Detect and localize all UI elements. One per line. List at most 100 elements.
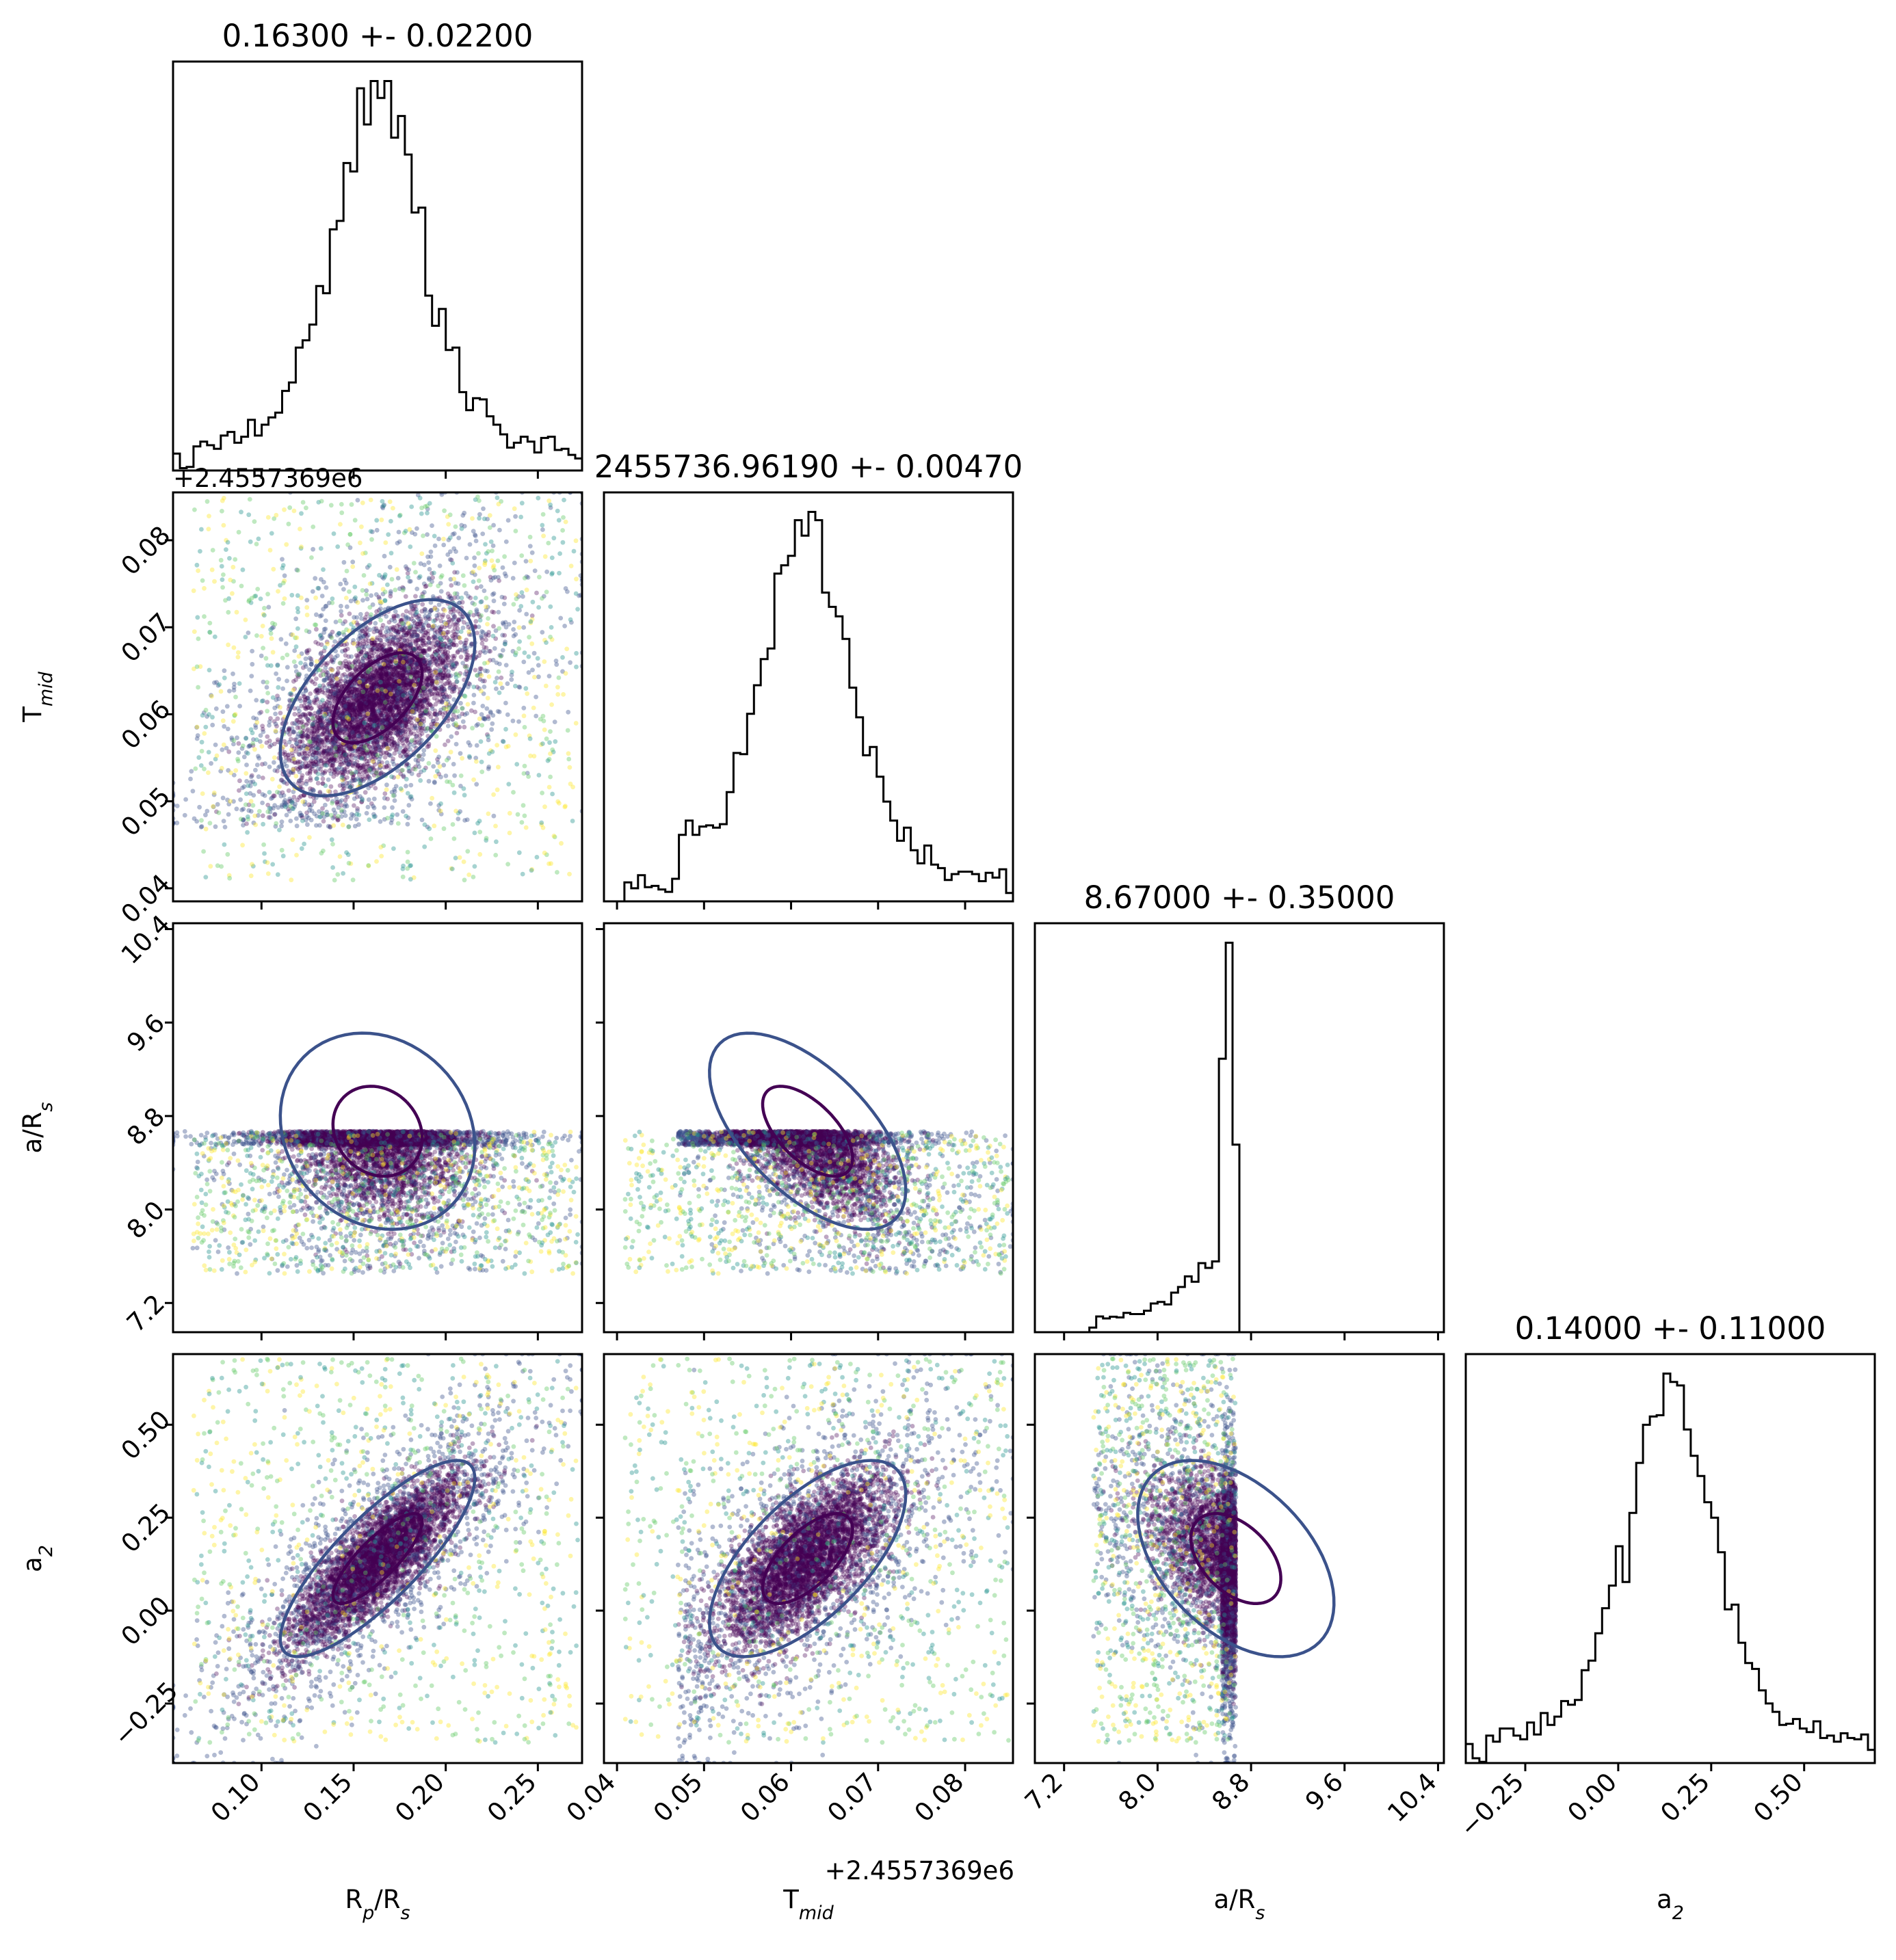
- sample-point: [438, 626, 443, 631]
- sample-point: [373, 771, 379, 776]
- sample-point: [414, 612, 419, 617]
- sample-point: [383, 695, 389, 700]
- sample-point: [506, 622, 512, 627]
- sample-point: [490, 592, 495, 597]
- sample-point: [445, 676, 450, 681]
- sample-point: [398, 654, 404, 660]
- sample-point: [342, 678, 347, 684]
- sample-point: [499, 675, 504, 680]
- sample-point: [328, 784, 334, 789]
- sample-point: [369, 712, 375, 717]
- sample-point: [426, 636, 432, 641]
- sample-point: [503, 620, 508, 625]
- sample-point: [424, 678, 430, 683]
- sample-point: [259, 653, 264, 659]
- sample-point: [305, 721, 311, 726]
- sample-point: [314, 612, 319, 618]
- sample-point: [378, 819, 383, 824]
- sample-point: [363, 685, 369, 690]
- sample-point: [347, 719, 353, 724]
- sample-point: [342, 726, 347, 732]
- sample-point: [309, 802, 315, 808]
- sample-point: [358, 723, 364, 728]
- sample-point: [294, 823, 300, 829]
- sample-point: [552, 719, 557, 724]
- sample-point: [441, 694, 447, 700]
- sample-point: [317, 741, 323, 746]
- sample-point: [358, 756, 363, 760]
- sample-point: [425, 682, 430, 687]
- sample-point: [473, 619, 479, 624]
- sample-point: [287, 691, 293, 697]
- sample-point: [306, 742, 311, 747]
- sample-point: [344, 804, 350, 809]
- sample-point: [408, 795, 413, 800]
- sample-point: [365, 655, 370, 661]
- sample-point: [408, 663, 414, 668]
- sample-point: [311, 761, 317, 767]
- sample-point: [234, 806, 239, 812]
- sample-point: [474, 743, 479, 748]
- sample-point: [568, 660, 572, 665]
- sample-point: [365, 722, 370, 728]
- sample-point: [397, 671, 402, 676]
- sample-point: [307, 771, 313, 776]
- sample-point: [424, 682, 429, 687]
- sample-point: [395, 576, 401, 581]
- sample-point: [456, 714, 462, 719]
- sample-point: [486, 766, 491, 771]
- sample-point: [364, 691, 369, 696]
- sample-point: [490, 575, 496, 581]
- sample-point: [381, 665, 386, 670]
- sample-point: [338, 730, 343, 735]
- sample-point: [425, 632, 431, 637]
- sample-point: [354, 713, 359, 718]
- sample-point: [326, 706, 331, 711]
- sample-point: [393, 693, 399, 698]
- sample-point: [346, 690, 351, 696]
- sample-point: [352, 705, 358, 711]
- sample-point: [355, 717, 360, 722]
- sample-point: [325, 693, 330, 699]
- sample-point: [300, 739, 305, 744]
- sample-point: [358, 763, 363, 768]
- sample-point: [333, 693, 339, 698]
- sample-point: [384, 719, 389, 724]
- sample-point: [371, 701, 377, 706]
- sample-point: [292, 648, 298, 653]
- sample-point: [477, 653, 482, 659]
- sample-point: [290, 721, 295, 726]
- sample-point: [464, 637, 469, 643]
- sample-point: [397, 671, 402, 676]
- sample-point: [260, 800, 265, 806]
- sample-point: [294, 721, 300, 727]
- sample-point: [374, 670, 379, 675]
- sample-point: [391, 708, 396, 713]
- sample-point: [356, 659, 362, 664]
- sample-point: [397, 663, 401, 669]
- sample-point: [458, 751, 463, 756]
- sample-point: [384, 702, 389, 707]
- sample-point: [249, 774, 254, 780]
- sample-point: [360, 682, 365, 687]
- sample-point: [449, 660, 454, 665]
- sample-point: [410, 613, 416, 618]
- sample-point: [334, 672, 340, 677]
- sample-point: [491, 598, 497, 604]
- sample-point: [401, 754, 406, 759]
- sample-point: [359, 778, 364, 782]
- sample-point: [436, 612, 442, 618]
- sample-point: [369, 715, 374, 721]
- sample-point: [404, 717, 410, 721]
- sample-point: [220, 747, 225, 752]
- sample-point: [391, 775, 397, 780]
- sample-point: [361, 693, 366, 699]
- sample-point: [475, 721, 481, 727]
- sample-point: [395, 687, 400, 692]
- sample-point: [408, 643, 413, 648]
- sample-point: [341, 559, 347, 565]
- sample-point: [447, 617, 452, 622]
- sample-point: [371, 680, 377, 686]
- sample-point: [428, 668, 433, 673]
- sample-point: [425, 635, 430, 641]
